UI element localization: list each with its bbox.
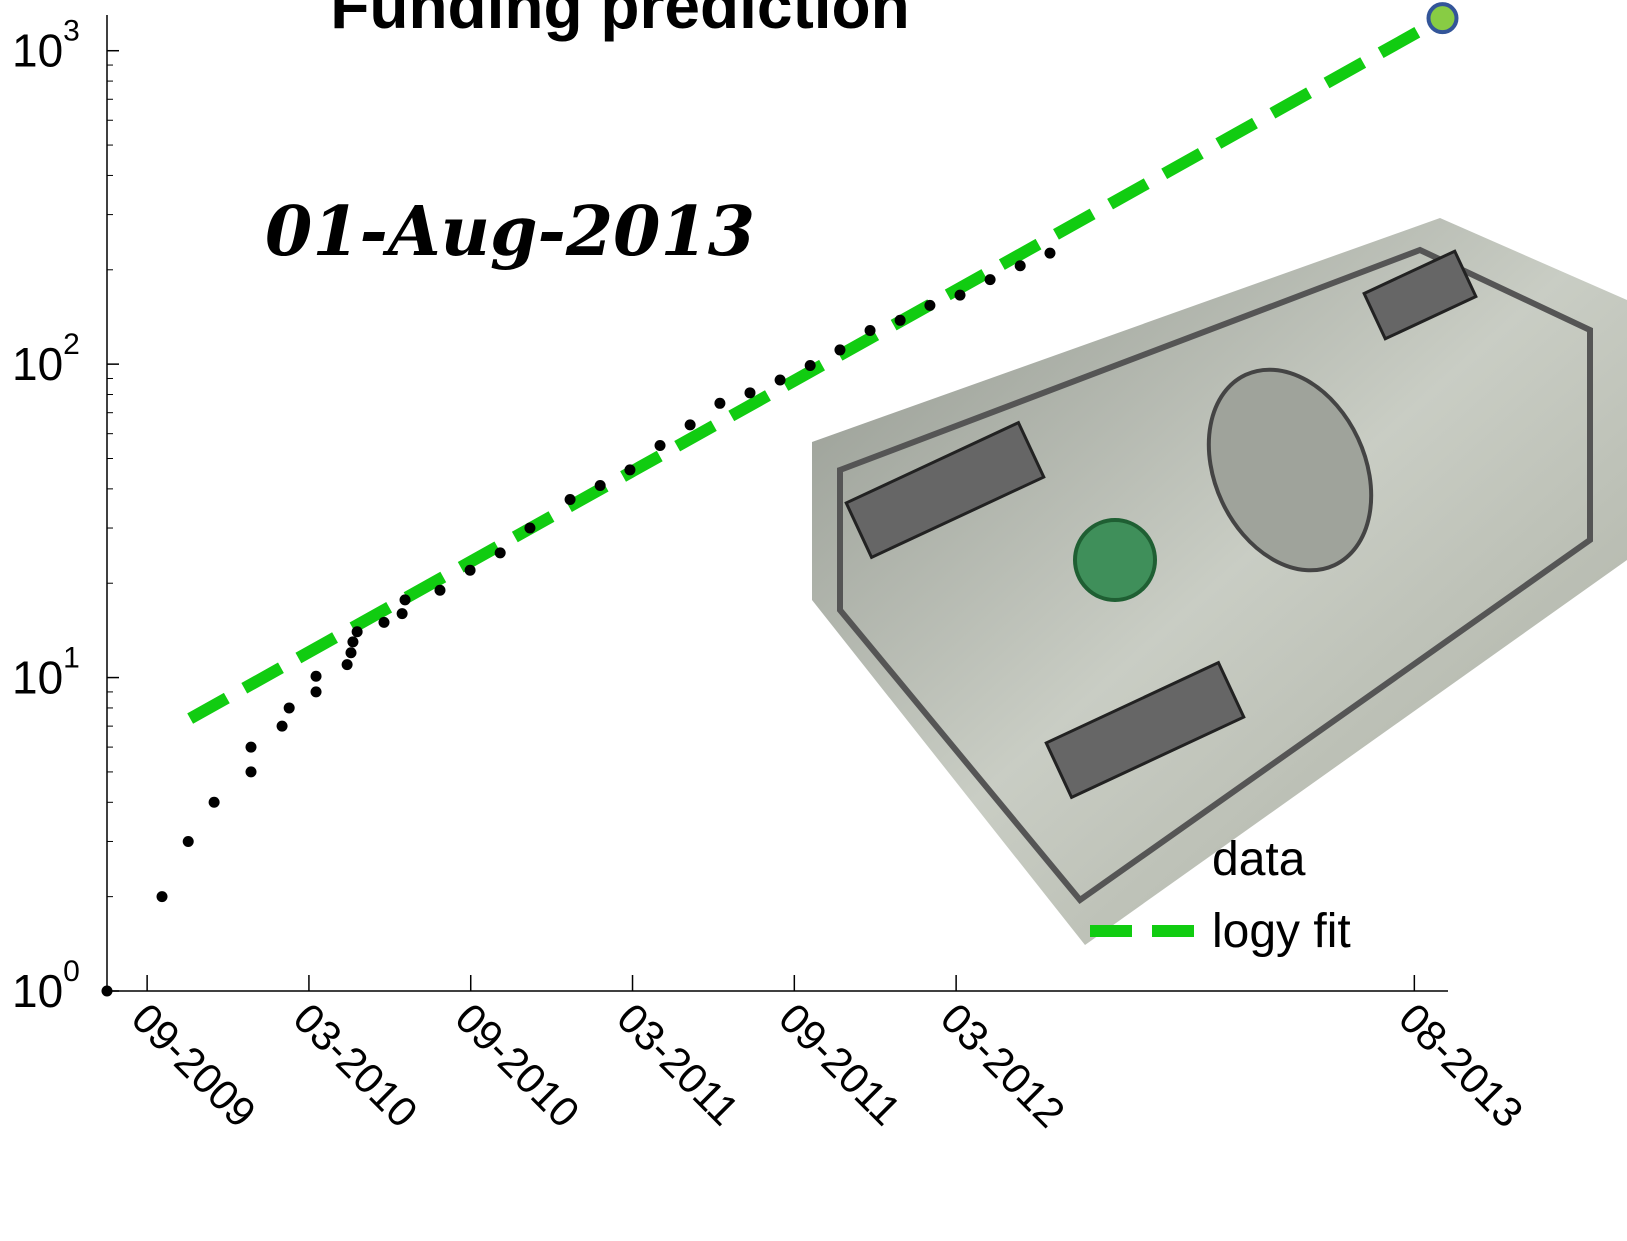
x-tick-label: 03-2012 (932, 994, 1074, 1136)
data-point (594, 480, 606, 492)
data-point (984, 274, 996, 286)
data-point (804, 360, 816, 372)
chart-title: Funding prediction (330, 0, 909, 42)
data-point (624, 464, 636, 476)
data-point (378, 616, 390, 628)
data-point (434, 584, 446, 596)
x-tick-label: 09-2009 (123, 994, 265, 1136)
data-point (744, 387, 756, 399)
data-point (864, 325, 876, 337)
data-point (924, 299, 936, 311)
x-tick-label: 08-2013 (1390, 994, 1532, 1136)
y-tick-label: 103 (12, 15, 80, 77)
data-point (464, 564, 476, 576)
y-tick-exponent: 3 (63, 15, 80, 48)
data-point (684, 419, 696, 431)
y-tick-base: 10 (12, 338, 63, 390)
y-tick-exponent: 0 (63, 955, 80, 988)
data-point (310, 670, 322, 682)
data-point (310, 686, 322, 698)
data-point (494, 547, 506, 559)
prediction-point (1426, 2, 1459, 35)
y-tick-base: 10 (12, 652, 63, 704)
data-point (654, 440, 666, 452)
annotation: 01-Aug-2013 (265, 192, 755, 272)
data-point (156, 891, 168, 903)
x-tick-label: 03-2011 (608, 994, 748, 1134)
data-point (894, 314, 906, 326)
y-tick-label: 102 (12, 328, 80, 390)
data-point (283, 702, 295, 714)
data-point (208, 796, 220, 808)
y-tick-label: 100 (12, 955, 80, 1017)
data-point (834, 344, 846, 356)
data-point (245, 741, 257, 753)
x-tick-label: 03-2010 (285, 994, 427, 1136)
data-point (347, 636, 359, 648)
fit-line (187, 12, 1446, 724)
data-point (182, 835, 194, 847)
data-point (1014, 260, 1026, 272)
y-tick-base: 10 (12, 965, 63, 1017)
data-point (774, 374, 786, 386)
bill-image (812, 218, 1627, 945)
data-point (341, 659, 353, 671)
data-point (101, 985, 113, 997)
data-point (399, 594, 411, 606)
x-tick-label: 09-2010 (446, 994, 588, 1136)
data-point (564, 493, 576, 505)
data-point (714, 397, 726, 409)
legend-label: logy fit (1212, 905, 1351, 958)
data-point (345, 647, 357, 659)
y-tick-label: 101 (12, 642, 80, 704)
x-tick-label: 09-2011 (770, 994, 910, 1134)
data-point (276, 720, 288, 732)
legend-label: data (1212, 833, 1306, 886)
data-point (1044, 247, 1056, 259)
y-tick-exponent: 1 (63, 642, 80, 675)
y-tick-exponent: 2 (63, 328, 80, 361)
data-point (954, 289, 966, 301)
data-point (245, 766, 257, 778)
data-point (396, 608, 408, 620)
data-point (351, 626, 363, 638)
data-point (524, 522, 536, 534)
y-tick-base: 10 (12, 25, 63, 77)
